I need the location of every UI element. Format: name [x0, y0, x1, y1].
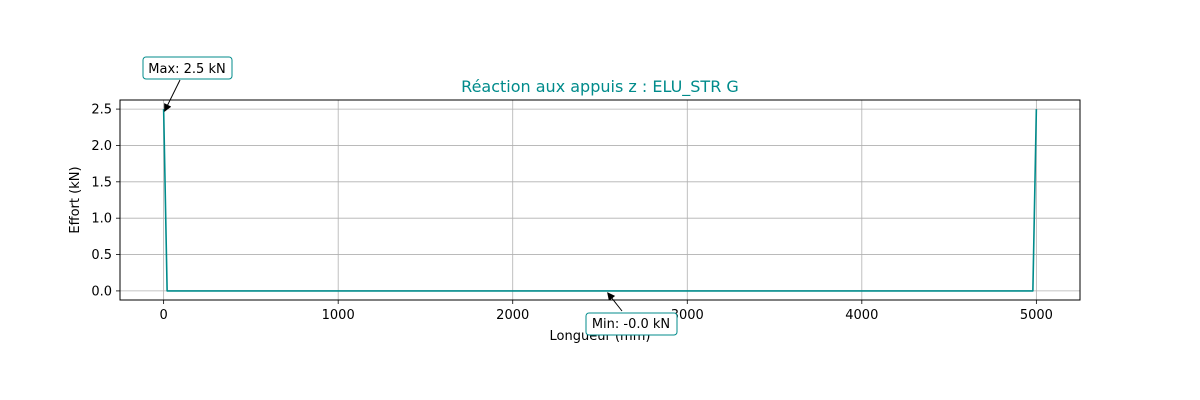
series-line — [162, 109, 1038, 292]
min-annotation-arrow — [607, 292, 623, 312]
series-layer — [162, 109, 1038, 292]
plot-frame — [119, 99, 1081, 301]
y-tick-label: 2.0 — [91, 139, 112, 154]
y-axis-label: Effort (kN) — [68, 166, 83, 233]
max-annotation-box — [142, 56, 233, 80]
y-axis-ticks: 0.0 0.5 1.0 1.5 2.0 2.5 — [91, 103, 120, 299]
y-tick-label: 2.5 — [91, 103, 112, 118]
x-tick-label: 5000 — [1020, 308, 1053, 323]
min-annotation-box — [585, 312, 678, 336]
x-axis-ticks: 0 1000 2000 3000 4000 5000 — [159, 300, 1053, 323]
x-tick-label: 0 — [159, 308, 167, 323]
max-annotation-label: Max: 2.5 kN — [148, 62, 225, 77]
annotations: Max: 2.5 kN Min: -0.0 kN — [142, 56, 678, 336]
x-tick-label: 2000 — [496, 308, 529, 323]
y-tick-label: 0.5 — [91, 248, 112, 263]
x-tick-label: 3000 — [671, 308, 704, 323]
max-annotation-arrow — [164, 79, 181, 112]
chart-title: Réaction aux appuis z : ELU_STR G — [461, 77, 739, 97]
x-tick-label: 4000 — [845, 308, 878, 323]
y-tick-label: 1.0 — [91, 212, 112, 227]
min-annotation-label: Min: -0.0 kN — [592, 317, 670, 332]
y-tick-label: 0.0 — [91, 284, 112, 299]
x-tick-label: 1000 — [322, 308, 355, 323]
y-tick-label: 1.5 — [91, 175, 112, 190]
